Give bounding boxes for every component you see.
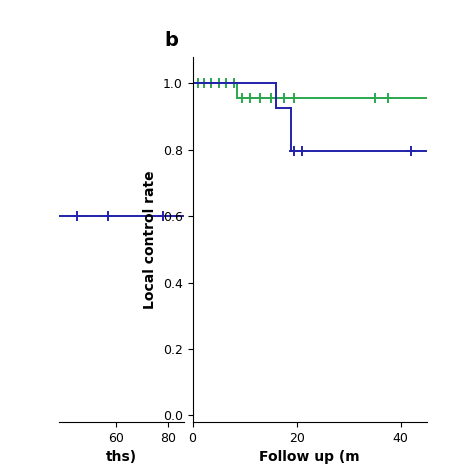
Text: b: b [164,31,178,50]
Y-axis label: Local control rate: Local control rate [143,170,157,309]
X-axis label: Follow up (m: Follow up (m [259,450,360,464]
X-axis label: ths): ths) [106,450,137,464]
